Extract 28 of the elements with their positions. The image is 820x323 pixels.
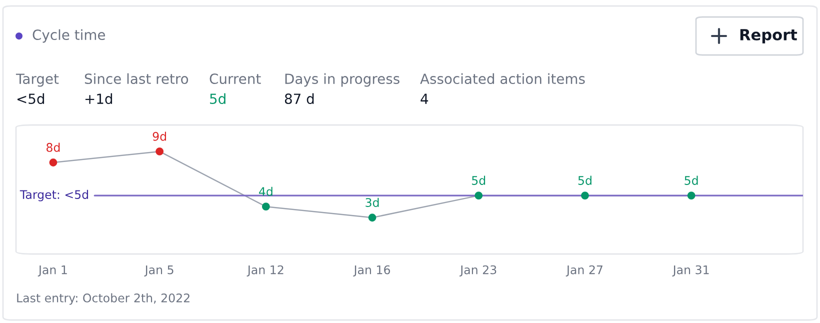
- chart-title: Cycle time: [32, 29, 106, 43]
- data-label: 3d: [366, 198, 379, 207]
- x-tick-label: Jan 12: [246, 265, 284, 276]
- text: +1d: [85, 93, 112, 104]
- data-label: 5d: [578, 176, 592, 185]
- x-tick-label: Jan 16: [353, 265, 390, 276]
- data-label: 5d: [472, 176, 486, 185]
- data-label: 5d: [684, 176, 698, 185]
- x-tick-label: Jan 23: [460, 265, 496, 276]
- text: Current: [210, 74, 261, 84]
- x-tick-label: Jan 1: [38, 265, 67, 276]
- text: Target: [16, 74, 59, 87]
- text: 5d: [210, 93, 226, 104]
- x-tick-label: Jan 31: [672, 265, 709, 276]
- data-label: 8d: [46, 142, 60, 152]
- data-label: 4d: [259, 186, 272, 196]
- text: Last entry: October 2th, 2022: [17, 293, 190, 305]
- text: 87 d: [284, 93, 314, 104]
- text: Report: [740, 29, 798, 44]
- text: Days in progress: [285, 73, 400, 87]
- text: 4: [420, 94, 428, 104]
- x-tick-label: Jan 27: [566, 265, 602, 276]
- x-tick-label: Jan 5: [144, 265, 174, 276]
- data-label: 9d: [152, 132, 166, 141]
- text: Since last retro: [84, 73, 188, 84]
- ref-line-label: Target: <5d: [20, 190, 88, 202]
- text: <5d: [17, 93, 44, 104]
- text: Associated action items: [420, 73, 585, 84]
